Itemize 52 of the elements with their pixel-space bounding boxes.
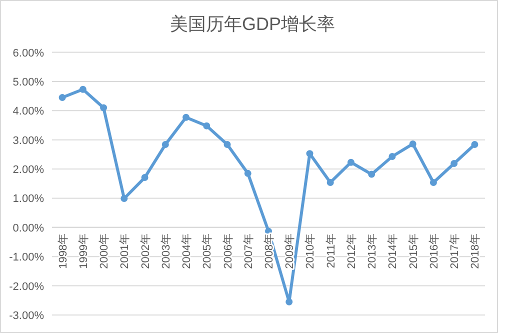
- y-tick-label: -2.00%: [9, 280, 44, 293]
- x-tick-label: 2000年: [98, 233, 111, 269]
- point: [182, 114, 190, 121]
- y-tick-label: -1.00%: [9, 252, 44, 264]
- point: [471, 141, 478, 148]
- point: [450, 160, 458, 168]
- point: [347, 158, 354, 166]
- x-tick-label: 2017年: [449, 233, 462, 269]
- point: [244, 170, 252, 177]
- x-tick-label: 2002年: [140, 233, 152, 269]
- x-tick-label: 2006年: [222, 233, 234, 269]
- x-tick-label: 1998年: [57, 233, 70, 269]
- point: [162, 141, 169, 148]
- point: [368, 170, 376, 178]
- point: [120, 195, 128, 202]
- x-tick-label: 2013年: [366, 233, 379, 269]
- y-tick-label: 6.00%: [12, 47, 44, 60]
- point: [306, 150, 314, 158]
- y-tick-label: 4.00%: [12, 106, 44, 118]
- x-tick-label: 2015年: [408, 233, 420, 269]
- point: [141, 174, 148, 182]
- point: [203, 122, 210, 130]
- x-tick-label: 2007年: [242, 233, 255, 269]
- point: [100, 104, 108, 112]
- x-tick-label: 1999年: [78, 233, 90, 269]
- point: [224, 141, 231, 148]
- point: [409, 140, 416, 148]
- x-tick-label: 2011年: [325, 233, 338, 268]
- y-tick-label: 1.00%: [12, 193, 44, 206]
- y-tick-label: 5.00%: [12, 76, 44, 88]
- y-tick-label: 0.00%: [12, 222, 44, 234]
- x-tick-label: 2018年: [470, 233, 482, 269]
- chart-title: 美国历年GDP增长率: [170, 14, 336, 34]
- x-tick-label: 2004年: [181, 233, 194, 269]
- x-tick-label: 2014年: [387, 233, 400, 269]
- x-tick-label: 2005年: [202, 233, 214, 269]
- x-tick-label: 2012年: [346, 233, 358, 269]
- point: [58, 94, 66, 102]
- y-tick-label: 3.00%: [12, 134, 44, 147]
- point: [326, 178, 334, 186]
- y-tick-label: 2.00%: [12, 164, 44, 176]
- point: [286, 298, 293, 306]
- x-tick-label: 2003年: [160, 233, 172, 269]
- x-tick-label: 2016年: [428, 233, 440, 269]
- x-tick-label: 2008年: [264, 233, 276, 269]
- point: [430, 178, 437, 186]
- point: [388, 153, 396, 160]
- point: [79, 86, 86, 93]
- x-tick-label: 2009年: [284, 233, 296, 269]
- y-tick-label: -3.00%: [9, 310, 44, 322]
- x-tick-label: 2001年: [119, 233, 132, 269]
- x-tick-label: 2010年: [304, 233, 317, 269]
